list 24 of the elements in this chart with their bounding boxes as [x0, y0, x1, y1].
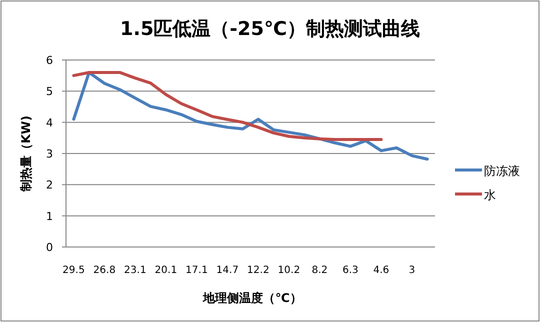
legend-label: 水: [484, 188, 496, 202]
y-axis-title: 制热量（KW): [19, 115, 33, 193]
y-tick-label: 3: [46, 148, 53, 160]
x-tick-label: 23.1: [124, 265, 146, 276]
x-tick-label: 17.1: [186, 265, 208, 276]
x-tick-label: 26.8: [93, 265, 116, 276]
x-tick-label: 4.6: [373, 265, 390, 276]
y-tick-label: 4: [46, 116, 53, 130]
y-tick-label: 0: [46, 241, 53, 254]
x-tick-label: 10.2: [278, 265, 300, 276]
x-tick-label: 6.3: [342, 265, 358, 276]
x-tick-label: 8.2: [312, 265, 328, 276]
y-tick-label: 6: [46, 54, 53, 67]
x-tick-label: 14.7: [216, 265, 239, 276]
x-tick-label: 12.2: [247, 265, 270, 276]
chart-title: 1.5匹低温（-25℃）制热测试曲线: [120, 18, 420, 40]
y-tick-label: 2: [46, 178, 53, 192]
y-tick-label: 5: [46, 85, 53, 98]
x-axis-title: 地理侧温度（℃）: [202, 291, 302, 305]
x-tick-label: 20.1: [154, 265, 178, 276]
legend-label: 防冻液: [484, 164, 520, 178]
y-tick-label: 1: [46, 210, 53, 223]
x-tick-label: 29.5: [62, 265, 85, 276]
x-tick-label: 3: [408, 265, 416, 276]
